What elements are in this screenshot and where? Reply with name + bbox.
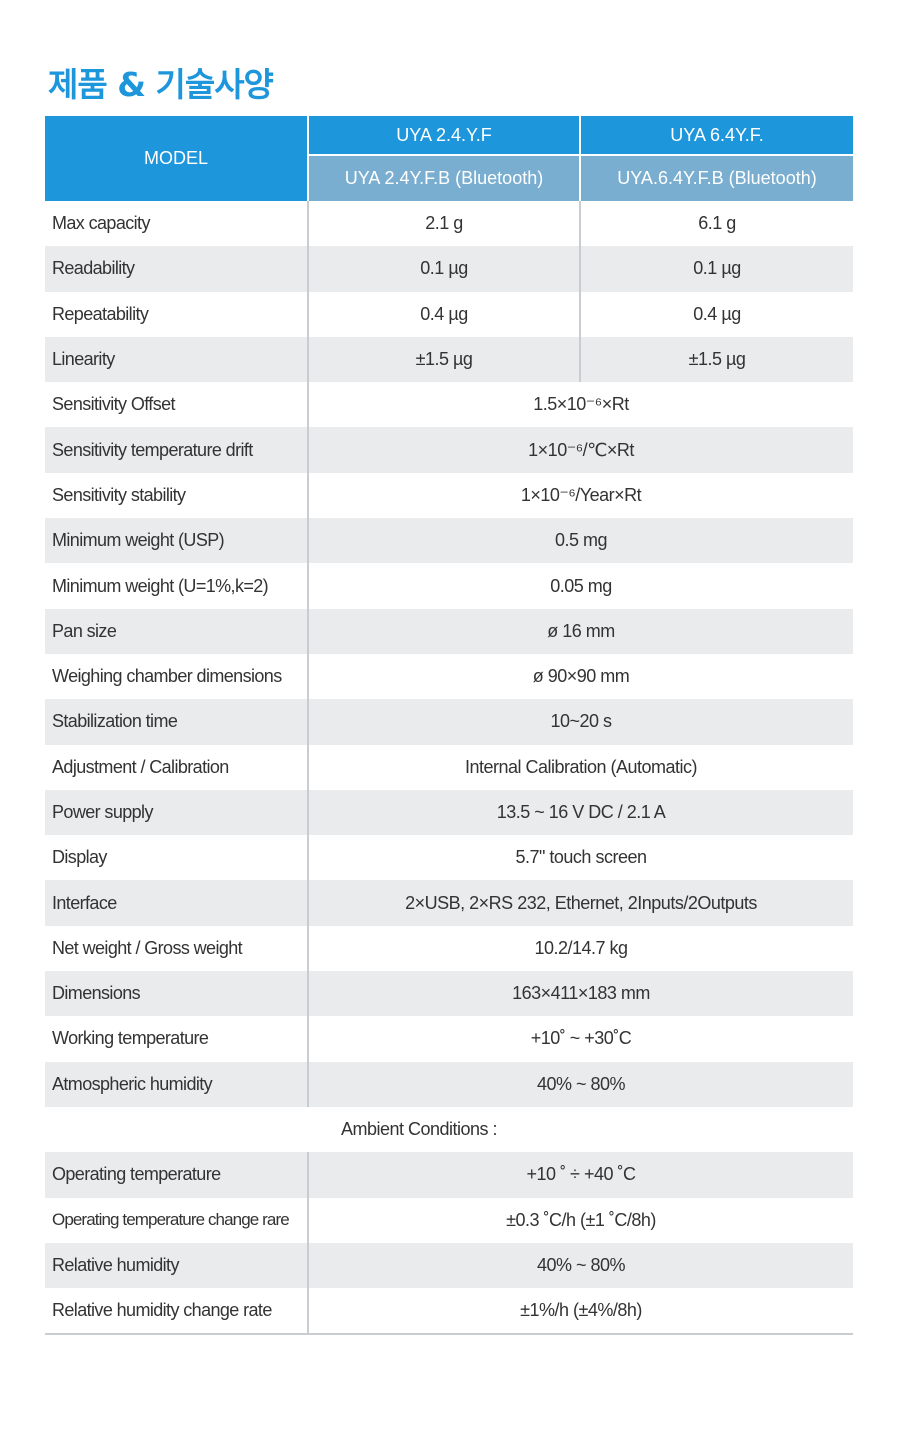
table-row: Atmospheric humidity 40% ~ 80%: [45, 1061, 853, 1107]
row-label: Minimum weight (U=1%,k=2): [45, 563, 309, 609]
spec-table-header: MODEL UYA 2.4.Y.F UYA 6.4Y.F. UYA 2.4Y.F…: [45, 116, 853, 201]
table-row: Adjustment / Calibration Internal Calibr…: [45, 744, 853, 790]
page-title: 제품 & 기술사양: [48, 65, 274, 104]
row-label: Atmospheric humidity: [45, 1061, 309, 1107]
row-value: 1.5×10⁻⁶×Rt: [533, 394, 629, 415]
table-row: Minimum weight (USP) 0.5 mg: [45, 518, 853, 564]
row-label: Sensitivity stability: [45, 472, 309, 519]
row-label: Net weight / Gross weight: [45, 925, 309, 972]
table-row: Weighing chamber dimensions ø 90×90 mm: [45, 653, 853, 700]
row-value: 5.7" touch screen: [515, 847, 647, 868]
model-header: MODEL: [45, 116, 309, 201]
row-value: 40% ~ 80%: [536, 1254, 626, 1275]
row-value: 13.5 ~ 16 V DC / 2.1 A: [496, 802, 666, 822]
row-value: +10 ˚ ÷ +40 ˚C: [526, 1164, 636, 1185]
table-row: Interface 2×USB, 2×RS 232, Ethernet, 2In…: [45, 880, 853, 926]
table-row: Working temperature +10˚ ~ +30˚C: [45, 1016, 853, 1062]
table-row: Net weight / Gross weight 10.2/14.7 kg: [45, 925, 853, 972]
row-value: Internal Calibration (Automatic): [464, 756, 698, 777]
row-label: Operating temperature change rare: [45, 1197, 309, 1243]
row-label: Sensitivity Offset: [45, 382, 309, 428]
model-uya-2-4-header: UYA 2.4.Y.F: [309, 116, 581, 156]
row-value: 40% ~ 80%: [536, 1073, 626, 1094]
table-row: Stabilization time 10~20 s: [45, 699, 853, 745]
model-uya-6-4-bluetooth-header: UYA.6.4Y.F.B (Bluetooth): [581, 156, 853, 201]
row-value: ø 16 mm: [547, 620, 615, 641]
table-row: Minimum weight (U=1%,k=2) 0.05 mg: [45, 563, 853, 609]
row-label: Display: [45, 835, 309, 881]
row-value: +10˚ ~ +30˚C: [530, 1028, 632, 1049]
row-label: Pan size: [45, 608, 309, 654]
row-value: 0.4 µg: [309, 291, 581, 337]
row-value: 6.1 g: [698, 213, 736, 234]
row-value: 0.1 µg: [693, 258, 741, 279]
table-row: Sensitivity stability 1×10⁻⁶/Year×Rt: [45, 472, 853, 519]
row-value: 10~20 s: [550, 711, 612, 732]
row-value: 0.1 µg: [309, 246, 581, 292]
row-value: 0.5 mg: [554, 530, 608, 551]
spec-table: MODEL UYA 2.4.Y.F UYA 6.4Y.F. UYA 2.4Y.F…: [45, 116, 853, 1336]
row-label: Power supply: [45, 789, 309, 836]
row-label: Relative humidity change rate: [45, 1288, 309, 1334]
row-label: Repeatability: [45, 291, 309, 337]
row-label: Max capacity: [45, 201, 309, 247]
row-label: Minimum weight (USP): [45, 518, 309, 564]
row-label: Stabilization time: [45, 699, 309, 745]
table-bottom-divider: [45, 1333, 853, 1336]
row-label: Sensitivity temperature drift: [45, 427, 309, 473]
row-value: 2×USB, 2×RS 232, Ethernet, 2Inputs/2Outp…: [405, 892, 757, 913]
row-value: 1×10⁻⁶/Year×Rt: [520, 484, 642, 505]
table-row: Display 5.7" touch screen: [45, 835, 853, 881]
row-label: Dimensions: [45, 971, 309, 1017]
row-value: 0.05 mg: [550, 575, 612, 596]
row-value: ±1.5 µg: [688, 349, 746, 370]
row-value: 0.4 µg: [693, 303, 741, 324]
table-row: Operating temperature change rare ±0.3 ˚…: [45, 1197, 853, 1243]
row-value: ±0.3 ˚C/h (±1 ˚C/8h): [506, 1209, 656, 1230]
table-row: Operating temperature +10 ˚ ÷ +40 ˚C: [45, 1152, 853, 1198]
row-label: Adjustment / Calibration: [45, 744, 309, 790]
table-row: Max capacity 2.1 g 6.1 g: [45, 201, 853, 247]
table-row: Relative humidity change rate ±1%/h (±4%…: [45, 1288, 853, 1334]
model-uya-6-4-header: UYA 6.4Y.F.: [581, 116, 853, 156]
table-row: Power supply 13.5 ~ 16 V DC / 2.1 A: [45, 789, 853, 836]
row-value: 1×10⁻⁶/℃×Rt: [528, 439, 634, 460]
row-value: ø 90×90 mm: [532, 666, 630, 687]
row-label: Working temperature: [45, 1016, 309, 1062]
row-label: Operating temperature: [45, 1152, 309, 1198]
table-row: Sensitivity temperature drift 1×10⁻⁶/℃×R…: [45, 427, 853, 473]
ambient-conditions-heading: Ambient Conditions :: [340, 1119, 498, 1140]
table-row: Dimensions 163×411×183 mm: [45, 971, 853, 1017]
row-label: Linearity: [45, 336, 309, 383]
table-row: Pan size ø 16 mm: [45, 608, 853, 654]
table-row: Linearity ±1.5 µg ±1.5 µg: [45, 336, 853, 383]
row-value: ±1.5 µg: [309, 336, 581, 383]
model-uya-2-4-bluetooth-header: UYA 2.4Y.F.B (Bluetooth): [309, 156, 581, 201]
row-value: ±1%/h (±4%/8h): [520, 1300, 642, 1321]
row-value: 2.1 g: [309, 201, 581, 247]
row-label: Readability: [45, 246, 309, 292]
row-value: 10.2/14.7 kg: [534, 937, 628, 958]
table-row: Repeatability 0.4 µg 0.4 µg: [45, 291, 853, 337]
table-row: Relative humidity 40% ~ 80%: [45, 1242, 853, 1289]
row-label: Weighing chamber dimensions: [45, 653, 309, 700]
table-row: Sensitivity Offset 1.5×10⁻⁶×Rt: [45, 382, 853, 428]
table-row: Readability 0.1 µg 0.1 µg: [45, 246, 853, 292]
row-label: Relative humidity: [45, 1242, 309, 1289]
row-value: 163×411×183 mm: [512, 983, 650, 1004]
row-label: Interface: [45, 880, 309, 926]
